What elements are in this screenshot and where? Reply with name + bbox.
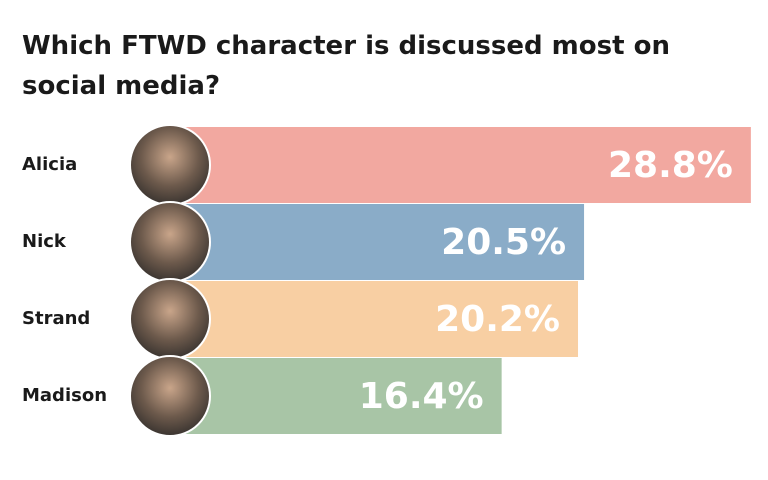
- category-label: Alicia: [22, 154, 77, 175]
- photos: [129, 124, 211, 437]
- value-label: 16.4%: [359, 376, 484, 417]
- bars: 28.8% Alicia 20.5% Nick 20.2% Strand 16.4% Madi…: [22, 127, 751, 434]
- portrait: [129, 124, 211, 206]
- value-label: 20.2%: [435, 299, 560, 340]
- bar: [172, 127, 751, 203]
- bar: [172, 281, 579, 357]
- value-label: 20.5%: [441, 222, 566, 263]
- value-label: 28.8%: [608, 145, 733, 186]
- bar: [172, 204, 585, 280]
- chart-title: Which FTWD character is discussed most o…: [22, 31, 670, 101]
- bar: [172, 358, 502, 434]
- category-label: Madison: [22, 385, 107, 406]
- portrait: [129, 278, 211, 360]
- category-label: Strand: [22, 308, 90, 329]
- portrait: [129, 201, 211, 283]
- portrait: [129, 355, 211, 437]
- category-label: Nick: [22, 231, 67, 252]
